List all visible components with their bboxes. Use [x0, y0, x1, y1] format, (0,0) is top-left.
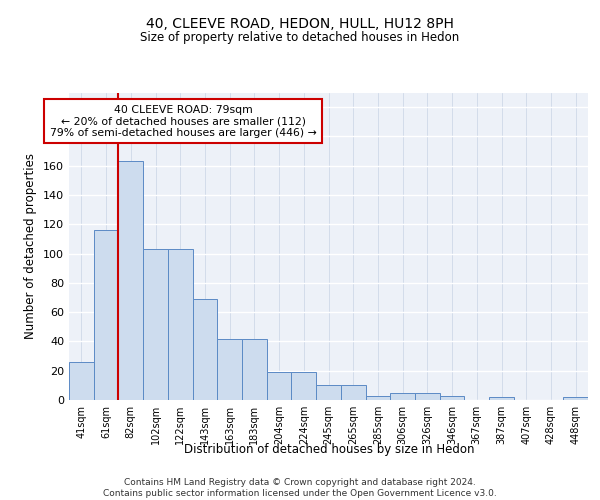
Bar [390, 392, 415, 400]
Bar [242, 338, 267, 400]
Bar [365, 396, 390, 400]
Bar [118, 162, 143, 400]
Y-axis label: Number of detached properties: Number of detached properties [25, 153, 37, 339]
Bar [316, 386, 341, 400]
Bar [341, 386, 365, 400]
Bar [415, 392, 440, 400]
Bar [168, 249, 193, 400]
Bar [267, 372, 292, 400]
Bar [489, 397, 514, 400]
Text: 40, CLEEVE ROAD, HEDON, HULL, HU12 8PH: 40, CLEEVE ROAD, HEDON, HULL, HU12 8PH [146, 18, 454, 32]
Bar [563, 397, 588, 400]
Text: Distribution of detached houses by size in Hedon: Distribution of detached houses by size … [184, 442, 474, 456]
Bar [292, 372, 316, 400]
Bar [143, 249, 168, 400]
Text: Contains HM Land Registry data © Crown copyright and database right 2024.
Contai: Contains HM Land Registry data © Crown c… [103, 478, 497, 498]
Text: 40 CLEEVE ROAD: 79sqm
← 20% of detached houses are smaller (112)
79% of semi-det: 40 CLEEVE ROAD: 79sqm ← 20% of detached … [50, 105, 317, 138]
Bar [217, 338, 242, 400]
Text: Size of property relative to detached houses in Hedon: Size of property relative to detached ho… [140, 32, 460, 44]
Bar [94, 230, 118, 400]
Bar [440, 396, 464, 400]
Bar [193, 299, 217, 400]
Bar [69, 362, 94, 400]
